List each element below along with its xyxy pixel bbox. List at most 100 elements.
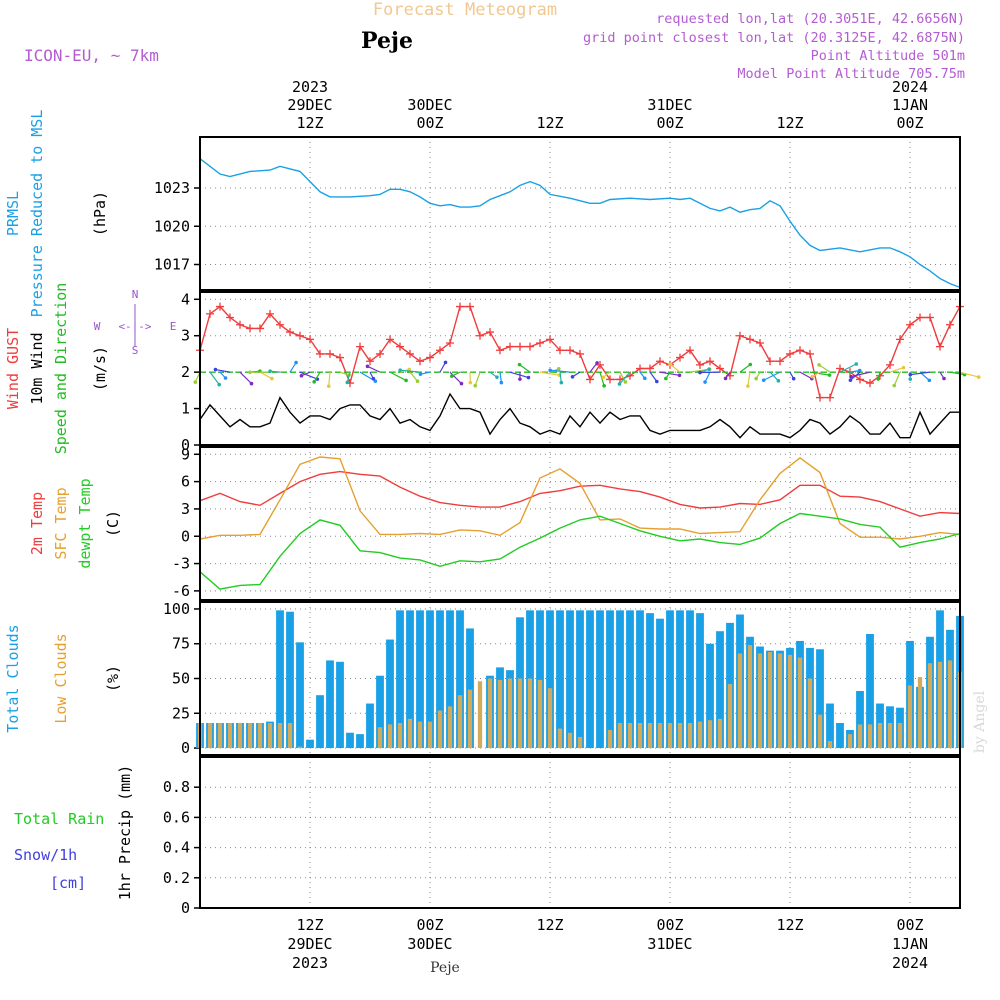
gust-marker bbox=[416, 357, 424, 366]
cloud-bar bbox=[627, 723, 633, 749]
arrow-head bbox=[927, 378, 932, 383]
arrow-head bbox=[570, 374, 575, 379]
gust-marker bbox=[556, 346, 564, 355]
gust-marker bbox=[506, 342, 514, 351]
cloud-bar bbox=[747, 645, 753, 749]
gust-marker bbox=[306, 335, 314, 344]
cloud-bar bbox=[707, 720, 713, 749]
arrow-head bbox=[373, 379, 378, 383]
cloud-bar bbox=[757, 653, 763, 749]
top-time-label: 12Z bbox=[776, 114, 803, 132]
cloud-bar bbox=[657, 723, 663, 749]
arrow-head bbox=[908, 377, 913, 381]
gust-marker bbox=[246, 324, 254, 333]
wind-direction-arrow bbox=[474, 371, 481, 386]
wind-direction-arrow bbox=[893, 371, 901, 386]
wind-direction-arrow bbox=[509, 371, 529, 379]
panel-frame bbox=[199, 601, 961, 756]
cloud-bar bbox=[907, 685, 913, 749]
wind-direction-arrow bbox=[539, 371, 560, 376]
arrow-head bbox=[365, 364, 370, 369]
wind-direction-arrow bbox=[589, 362, 598, 373]
gridpoint-coords: grid point closest lon,lat (20.3125E, 42… bbox=[583, 30, 965, 46]
arrow-head bbox=[761, 378, 766, 383]
gust-marker bbox=[706, 357, 714, 366]
gust-marker bbox=[696, 360, 704, 369]
gust-marker bbox=[856, 375, 864, 384]
model-label: ICON-EU, ~ 7km bbox=[24, 46, 159, 65]
y-axis-label: (%) bbox=[104, 665, 122, 692]
cloud-bar bbox=[637, 723, 643, 749]
cloud-bar bbox=[547, 688, 553, 749]
gust-marker bbox=[566, 346, 574, 355]
y-tick-label: 9 bbox=[181, 445, 190, 463]
cloud-bar bbox=[646, 613, 654, 749]
cloud-bar bbox=[546, 610, 554, 749]
cloud-bar bbox=[717, 718, 723, 749]
cloud-bar bbox=[227, 723, 233, 749]
series-line bbox=[199, 456, 961, 540]
cloud-bar bbox=[606, 610, 614, 749]
bottom-time-label: 30DEC bbox=[407, 935, 452, 953]
gust-marker bbox=[836, 364, 844, 373]
cloud-bar bbox=[336, 661, 344, 749]
top-time-label: 1JAN bbox=[892, 96, 928, 114]
cloud-bar bbox=[867, 724, 873, 749]
panel-frame bbox=[199, 136, 961, 291]
cloud-bar bbox=[427, 721, 433, 749]
cloud-bar bbox=[797, 657, 803, 749]
arrow-head bbox=[404, 378, 408, 383]
y-tick-label: 100 bbox=[163, 600, 190, 618]
gust-marker bbox=[716, 364, 724, 373]
gust-marker bbox=[326, 349, 334, 358]
gust-marker bbox=[466, 302, 474, 311]
panel-title: Pressure Reduced to MSL bbox=[28, 110, 46, 318]
cloud-bar bbox=[827, 741, 833, 749]
wind-direction-arrow bbox=[239, 371, 252, 385]
arrow-head bbox=[517, 362, 522, 367]
gust-marker bbox=[276, 320, 284, 329]
arrow-head bbox=[876, 377, 880, 381]
wind-direction-arrow bbox=[215, 368, 231, 373]
arrow-head bbox=[849, 374, 853, 379]
cloud-bar bbox=[466, 628, 474, 749]
arrow-head bbox=[707, 367, 711, 371]
gust-marker bbox=[216, 302, 224, 311]
wind-direction-arrow bbox=[649, 371, 658, 382]
cloud-bar bbox=[537, 679, 543, 749]
cloud-bar bbox=[567, 732, 573, 749]
arrow-head bbox=[299, 373, 304, 378]
arrow-head bbox=[595, 361, 599, 365]
arrow-head bbox=[703, 380, 707, 384]
wind-direction-arrow bbox=[763, 371, 781, 381]
arrow-head bbox=[668, 362, 672, 367]
gust-marker bbox=[906, 320, 914, 329]
wind-direction-arrow bbox=[747, 372, 751, 387]
arrow-head bbox=[854, 362, 859, 366]
arrow-head bbox=[193, 380, 198, 384]
arrow-head bbox=[602, 384, 606, 388]
arrow-head bbox=[443, 360, 448, 365]
legend-rain: Total Rain bbox=[14, 810, 104, 828]
cloud-bar bbox=[366, 703, 374, 749]
arrow-head bbox=[526, 375, 531, 380]
panel-pressure: 1017 1020 1023 PRMSL Pressure Reduced to MSL… bbox=[4, 110, 961, 318]
gust-marker bbox=[896, 335, 904, 344]
y-tick-label: 0 bbox=[181, 527, 190, 545]
arrow-head bbox=[556, 367, 561, 371]
compass-rose: NSW E<-|-> bbox=[94, 288, 177, 357]
y-tick-label: 25 bbox=[172, 704, 190, 722]
gust-marker bbox=[766, 357, 774, 366]
cloud-bar bbox=[927, 663, 933, 749]
gust-marker bbox=[606, 375, 614, 384]
gust-marker bbox=[536, 339, 544, 347]
arrow-head bbox=[655, 379, 659, 384]
bottom-time-label: 31DEC bbox=[647, 935, 692, 953]
gust-marker bbox=[586, 375, 594, 384]
gust-marker bbox=[526, 342, 534, 351]
arrow-head bbox=[473, 383, 477, 388]
wind-direction-arrow bbox=[910, 371, 931, 376]
bottom-time-label: 12Z bbox=[776, 916, 803, 934]
y-tick-label: 0.8 bbox=[163, 778, 190, 796]
cloud-bar bbox=[286, 611, 294, 749]
